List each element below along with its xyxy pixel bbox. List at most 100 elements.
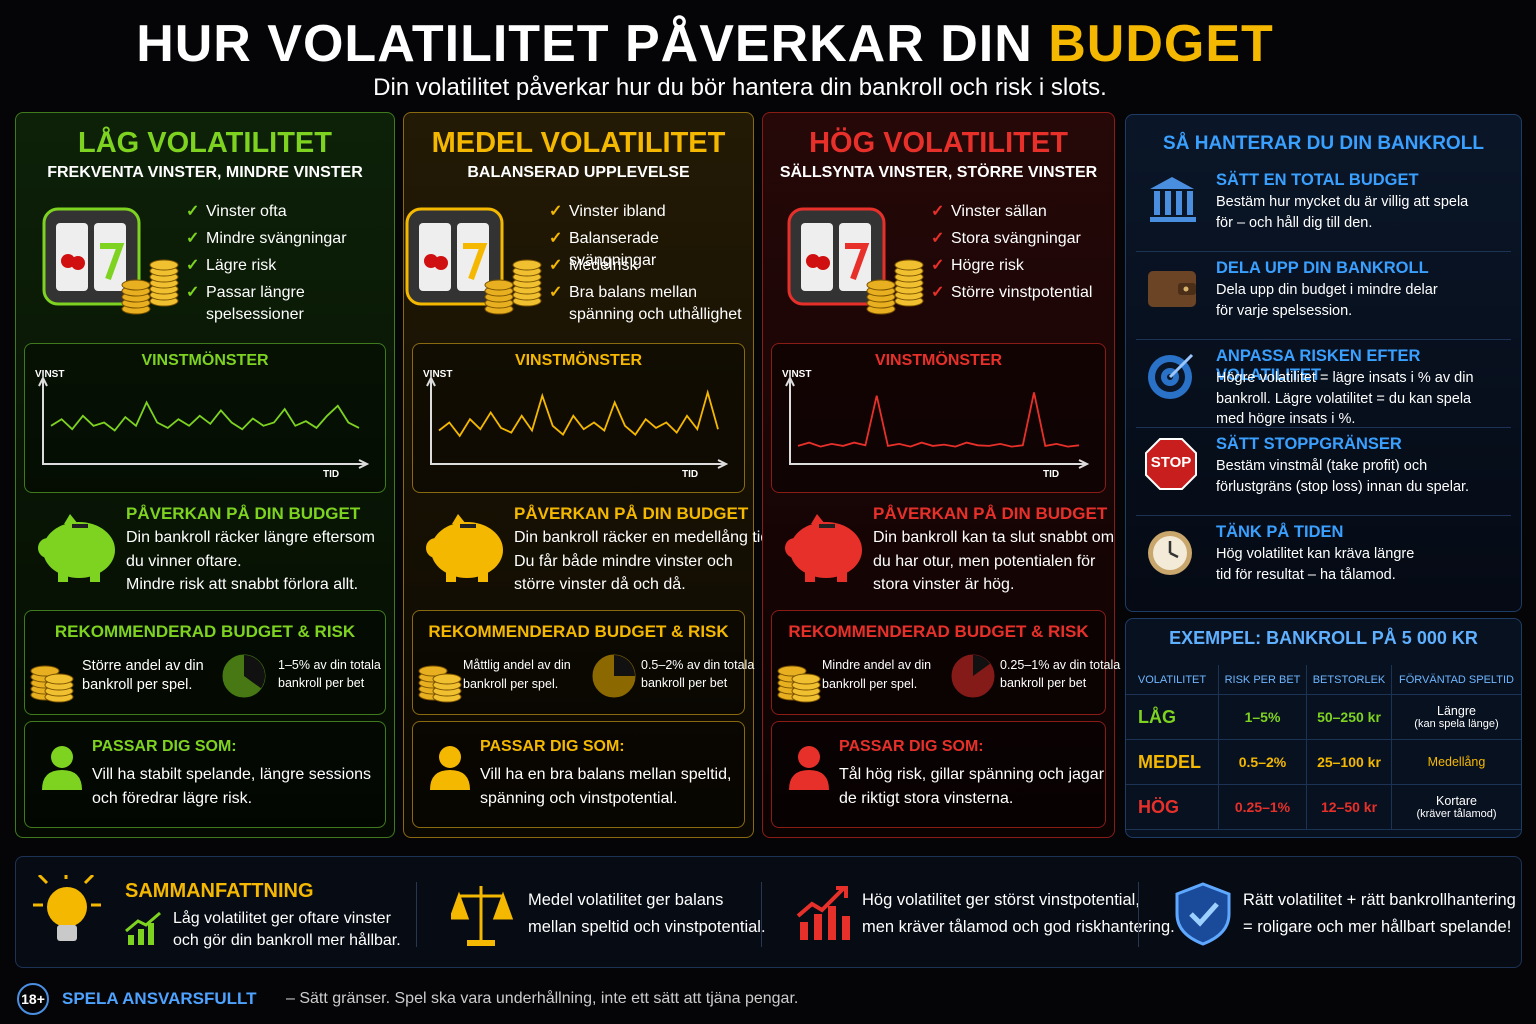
item-line: bankroll. Lägre volatilitet = du kan spe… [1216,390,1472,407]
piggy-icon-part-part [837,568,847,582]
summary-icon [448,882,514,953]
item-icon-part [1150,177,1196,222]
column-subtitle: SÄLLSYNTA VINSTER, STÖRRE VINSTER [779,164,1098,181]
chart-drawing [413,344,744,497]
bullet-text: Lägre risk [206,257,277,274]
title-main: HUR VOLATILITET PÅVERKAR DIN [136,15,1033,73]
bullet-item: ✓ Balanserade svängningar [549,228,745,272]
piggy-icon-part-part [790,522,862,578]
check-icon: ✓ [186,257,200,274]
piggy-icon-part-part [64,514,78,524]
check-icon: ✓ [549,203,563,220]
slot-icon-part-part [512,259,542,271]
footer-text: – Sätt gränser. Spel ska vara underhålln… [286,990,799,1007]
fit-line: och föredrar lägre risk. [92,790,253,807]
chart-drawing-part-part [438,389,719,438]
bulb-icon-part-part [57,925,77,941]
slot-icon-part-part [866,279,896,291]
summary-line: och gör din bankroll mer hållbar. [173,932,401,949]
coins-icon [774,653,824,708]
size-cell: 12–50 kr [1306,785,1391,830]
chart-drawing-part-part [38,375,370,469]
bulb-icon-part-part [47,887,87,927]
fit-line: Vill ha en bra balans mellan speltid, [480,766,732,783]
piggy-icon-part-part [452,514,466,524]
item-icon-part-part [1187,191,1193,215]
chart-drawing-part-part [42,380,367,465]
recommendation-line: Måttlig andel av din [463,658,571,672]
impact-line: större vinster då och då. [514,576,686,593]
bullet-item: ✓ Stora svängningar [931,228,1106,250]
coins-icon-part-part [777,665,807,677]
chart-drawing-part-part [426,375,729,469]
bullet-item: ✓ Vinster sällan [931,201,1106,223]
slot-icon-part [42,207,179,315]
bankroll-item: TÄNK PÅ TIDEN Hög volatilitet kan kräva l… [1136,515,1511,603]
title: HUR VOLATILITET PÅVERKAR DIN BUDGET [0,14,1410,74]
impact-line: Mindre risk att snabbt förlora allt. [126,576,359,593]
summary-line: Hög volatilitet ger störst vinstpotentia… [862,891,1140,909]
bullet-text: Balanserade svängningar [569,230,659,269]
size-cell: 25–100 kr [1306,740,1391,785]
slot-icon [781,201,931,326]
item-line: förlustgräns (stop loss) innan du spelar… [1216,478,1470,495]
piggy-icon-part-part [426,538,446,558]
time-text: Medellång [1427,755,1486,769]
chart-y-label: VINST [35,369,65,380]
slot-icon-part-part [434,256,448,270]
item-icon-part [1148,353,1194,399]
summary-icon-part-part [842,916,850,940]
summary-icon-part [1175,882,1231,946]
item-icon [1144,261,1200,322]
recommendation-title: REKOMMENDERAD BUDGET & RISK [788,622,1089,641]
impact-title: PÅVERKAN PÅ DIN BUDGET [873,504,1108,523]
bullet-item: ✓ Mindre svängningar [186,228,386,250]
recommendation-line: 0.25–1% av din totala [1000,658,1121,672]
fit-line: Tål hög risk, gillar spänning och jagar [839,766,1105,783]
item-icon-part-part [1154,191,1160,215]
person-icon-part-part [789,770,829,790]
piggy-icon-part-part [811,514,825,524]
slot-icon-part [405,207,542,315]
recommendation-box: REKOMMENDERAD BUDGET & RISK Mindre andel … [771,610,1120,715]
slot-icon-part-part [484,279,514,291]
item-icon-part-part [1168,353,1194,379]
time-cell: Längre (kan spela länge) [1391,695,1521,740]
item-line: Högre volatilitet = lägre insats i % av … [1216,370,1474,386]
item-line: tid för resultat – ha tålamod. [1216,566,1396,583]
slot-icon-part-part [816,256,830,270]
time-text: Längre [1437,704,1476,718]
time-text: Kortare [1436,794,1477,808]
coins-icon-part [30,665,74,703]
recommendation-line: bankroll per bet [1000,676,1087,690]
item-line: Bestäm vinstmål (take profit) och [1216,458,1428,474]
fit-line: spänning och vinstpotential. [480,790,678,807]
table-header: VOLATILITET [1126,665,1218,695]
chart-drawing-part-part [430,380,726,465]
item-title: SÄTT STOPPGRÄNSER [1216,435,1402,453]
recommendation-title: REKOMMENDERAD BUDGET & RISK [54,622,356,641]
summary-icon [1173,882,1235,953]
growth-icon-part-part [148,923,154,945]
impact-line: Din bankroll räcker längre eftersom [126,529,375,546]
piggy-icon-part-part [38,538,58,558]
person-icon-part-part [51,746,73,768]
chart-drawing [772,344,1105,497]
recommendation-line: Mindre andel av din [822,658,932,672]
slot-icon [36,201,186,326]
recommendation-line: bankroll per spel. [463,677,559,691]
age-badge: 18+ [17,983,49,1015]
person-icon [425,742,475,797]
pie-icon-part-part [614,655,635,676]
subtitle: Din volatilitet påverkar hur du bör hant… [373,74,1107,101]
bankroll-item: DELA UPP DIN BANKROLL Dela upp din budget… [1136,251,1511,340]
summary-line: mellan speltid och vinstpotential. [528,918,766,936]
summary-icon [796,882,858,953]
fit-line: Vill ha stabilt spelande, längre session… [92,766,371,783]
bullet-item: ✓ Lägre risk [186,255,386,277]
bankroll-title: SÅ HANTERAR DU DIN BANKROLL [1163,133,1484,154]
fit-title: PASSAR DIG SOM: [480,738,625,755]
item-icon-part-part [1165,191,1171,215]
